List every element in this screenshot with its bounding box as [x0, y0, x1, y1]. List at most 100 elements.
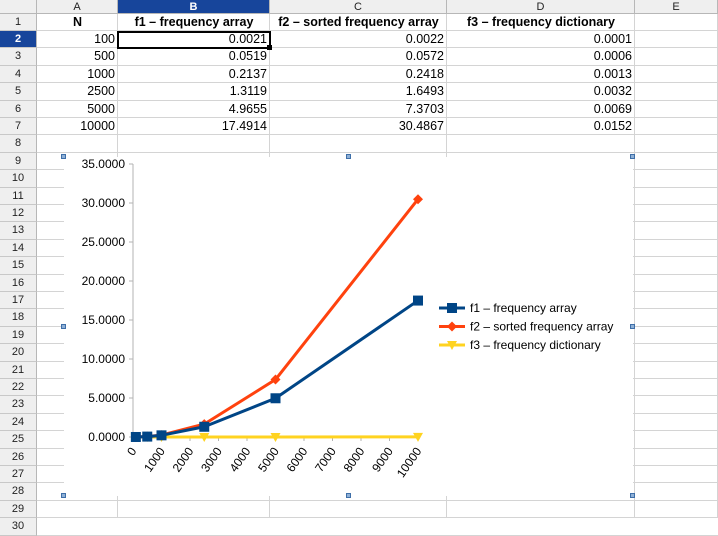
column-header-d[interactable]: D: [447, 0, 635, 14]
row-header-2[interactable]: 2: [0, 31, 37, 48]
cell-a4[interactable]: 1000: [37, 66, 118, 83]
cell-d5[interactable]: 0.0032: [447, 83, 635, 100]
chart-resize-handle[interactable]: [630, 154, 635, 159]
cell-c5[interactable]: 1.6493: [270, 83, 447, 100]
cell-c1[interactable]: f2 – sorted frequency array: [270, 14, 447, 31]
cell-d6[interactable]: 0.0069: [447, 101, 635, 118]
cell-d2[interactable]: 0.0001: [447, 31, 635, 48]
cell-a6[interactable]: 5000: [37, 101, 118, 118]
chart-resize-handle[interactable]: [630, 493, 635, 498]
data-point-f1: [131, 432, 141, 442]
row-header-26[interactable]: 26: [0, 449, 37, 466]
row-header-24[interactable]: 24: [0, 414, 37, 431]
chart-resize-handle[interactable]: [346, 493, 351, 498]
x-tick-label: 2000: [170, 444, 197, 474]
x-tick-label: 9000: [369, 444, 396, 474]
column-header-a[interactable]: A: [37, 0, 118, 14]
row-header-21[interactable]: 21: [0, 362, 37, 379]
y-tick-label: 25.0000: [82, 235, 126, 249]
column-header-e[interactable]: E: [635, 0, 718, 14]
row-header-29[interactable]: 29: [0, 501, 37, 518]
cell-d4[interactable]: 0.0013: [447, 66, 635, 83]
data-point-f1: [142, 432, 152, 442]
row-header-4[interactable]: 4: [0, 66, 37, 83]
data-point-f1: [199, 422, 209, 432]
chart-resize-handle[interactable]: [61, 493, 66, 498]
cell-a2[interactable]: 100: [37, 31, 118, 48]
chart-svg: 0.00005.000010.000015.000020.000025.0000…: [64, 157, 633, 496]
x-tick-label: 4000: [227, 444, 254, 474]
cell-c6[interactable]: 7.3703: [270, 101, 447, 118]
gridline: [37, 500, 718, 501]
row-header-7[interactable]: 7: [0, 118, 37, 135]
row-header-14[interactable]: 14: [0, 240, 37, 257]
row-header-3[interactable]: 3: [0, 48, 37, 65]
x-tick-label: 6000: [284, 444, 311, 474]
data-point-f1: [157, 430, 167, 440]
row-header-11[interactable]: 11: [0, 188, 37, 205]
cell-d3[interactable]: 0.0006: [447, 48, 635, 65]
row-header-20[interactable]: 20: [0, 344, 37, 361]
select-all-corner[interactable]: [0, 0, 37, 14]
row-header-10[interactable]: 10: [0, 170, 37, 187]
y-tick-label: 30.0000: [82, 196, 126, 210]
cell-a1[interactable]: N: [37, 14, 118, 31]
column-header-c[interactable]: C: [270, 0, 447, 14]
row-header-22[interactable]: 22: [0, 379, 37, 396]
legend-label-f1: f1 – frequency array: [470, 301, 577, 315]
row-header-8[interactable]: 8: [0, 135, 37, 152]
gridline: [37, 152, 718, 153]
cell-d7[interactable]: 0.0152: [447, 118, 635, 135]
series-line-f1: [136, 301, 418, 437]
y-tick-label: 20.0000: [82, 274, 126, 288]
row-header-17[interactable]: 17: [0, 292, 37, 309]
cell-c7[interactable]: 30.4867: [270, 118, 447, 135]
column-header-b[interactable]: B: [118, 0, 270, 14]
x-tick-label: 8000: [341, 444, 368, 474]
x-tick-label: 7000: [312, 444, 339, 474]
chart-resize-handle[interactable]: [630, 324, 635, 329]
cell-c3[interactable]: 0.0572: [270, 48, 447, 65]
row-header-9[interactable]: 9: [0, 153, 37, 170]
cell-b1[interactable]: f1 – frequency array: [118, 14, 270, 31]
row-header-25[interactable]: 25: [0, 431, 37, 448]
row-header-13[interactable]: 13: [0, 222, 37, 239]
y-tick-label: 5.0000: [88, 391, 125, 405]
row-header-19[interactable]: 19: [0, 327, 37, 344]
cell-b7[interactable]: 17.4914: [118, 118, 270, 135]
row-header-15[interactable]: 15: [0, 257, 37, 274]
data-point-f1: [271, 393, 281, 403]
cell-cursor: [117, 31, 271, 49]
cell-a7[interactable]: 10000: [37, 118, 118, 135]
chart-resize-handle[interactable]: [61, 154, 66, 159]
row-header-16[interactable]: 16: [0, 275, 37, 292]
cell-b4[interactable]: 0.2137: [118, 66, 270, 83]
row-header-6[interactable]: 6: [0, 101, 37, 118]
cell-b5[interactable]: 1.3119: [118, 83, 270, 100]
row-header-12[interactable]: 12: [0, 205, 37, 222]
cell-a3[interactable]: 500: [37, 48, 118, 65]
cell-b6[interactable]: 4.9655: [118, 101, 270, 118]
legend-label-f2: f2 – sorted frequency array: [470, 320, 613, 334]
row-header-1[interactable]: 1: [0, 14, 37, 31]
row-header-23[interactable]: 23: [0, 396, 37, 413]
x-tick-label: 0: [124, 444, 139, 458]
cell-c2[interactable]: 0.0022: [270, 31, 447, 48]
cell-c4[interactable]: 0.2418: [270, 66, 447, 83]
row-header-28[interactable]: 28: [0, 483, 37, 500]
cell-d1[interactable]: f3 – frequency dictionary: [447, 14, 635, 31]
chart-resize-handle[interactable]: [346, 154, 351, 159]
row-header-27[interactable]: 27: [0, 466, 37, 483]
chart-resize-handle[interactable]: [61, 324, 66, 329]
row-header-30[interactable]: 30: [0, 518, 37, 535]
cell-b3[interactable]: 0.0519: [118, 48, 270, 65]
y-tick-label: 35.0000: [82, 157, 126, 171]
legend-marker-f1: [447, 303, 457, 313]
autofill-handle[interactable]: [267, 45, 272, 50]
row-header-5[interactable]: 5: [0, 83, 37, 100]
cell-a5[interactable]: 2500: [37, 83, 118, 100]
row-header-18[interactable]: 18: [0, 309, 37, 326]
y-tick-label: 10.0000: [82, 352, 126, 366]
y-tick-label: 0.0000: [88, 430, 125, 444]
